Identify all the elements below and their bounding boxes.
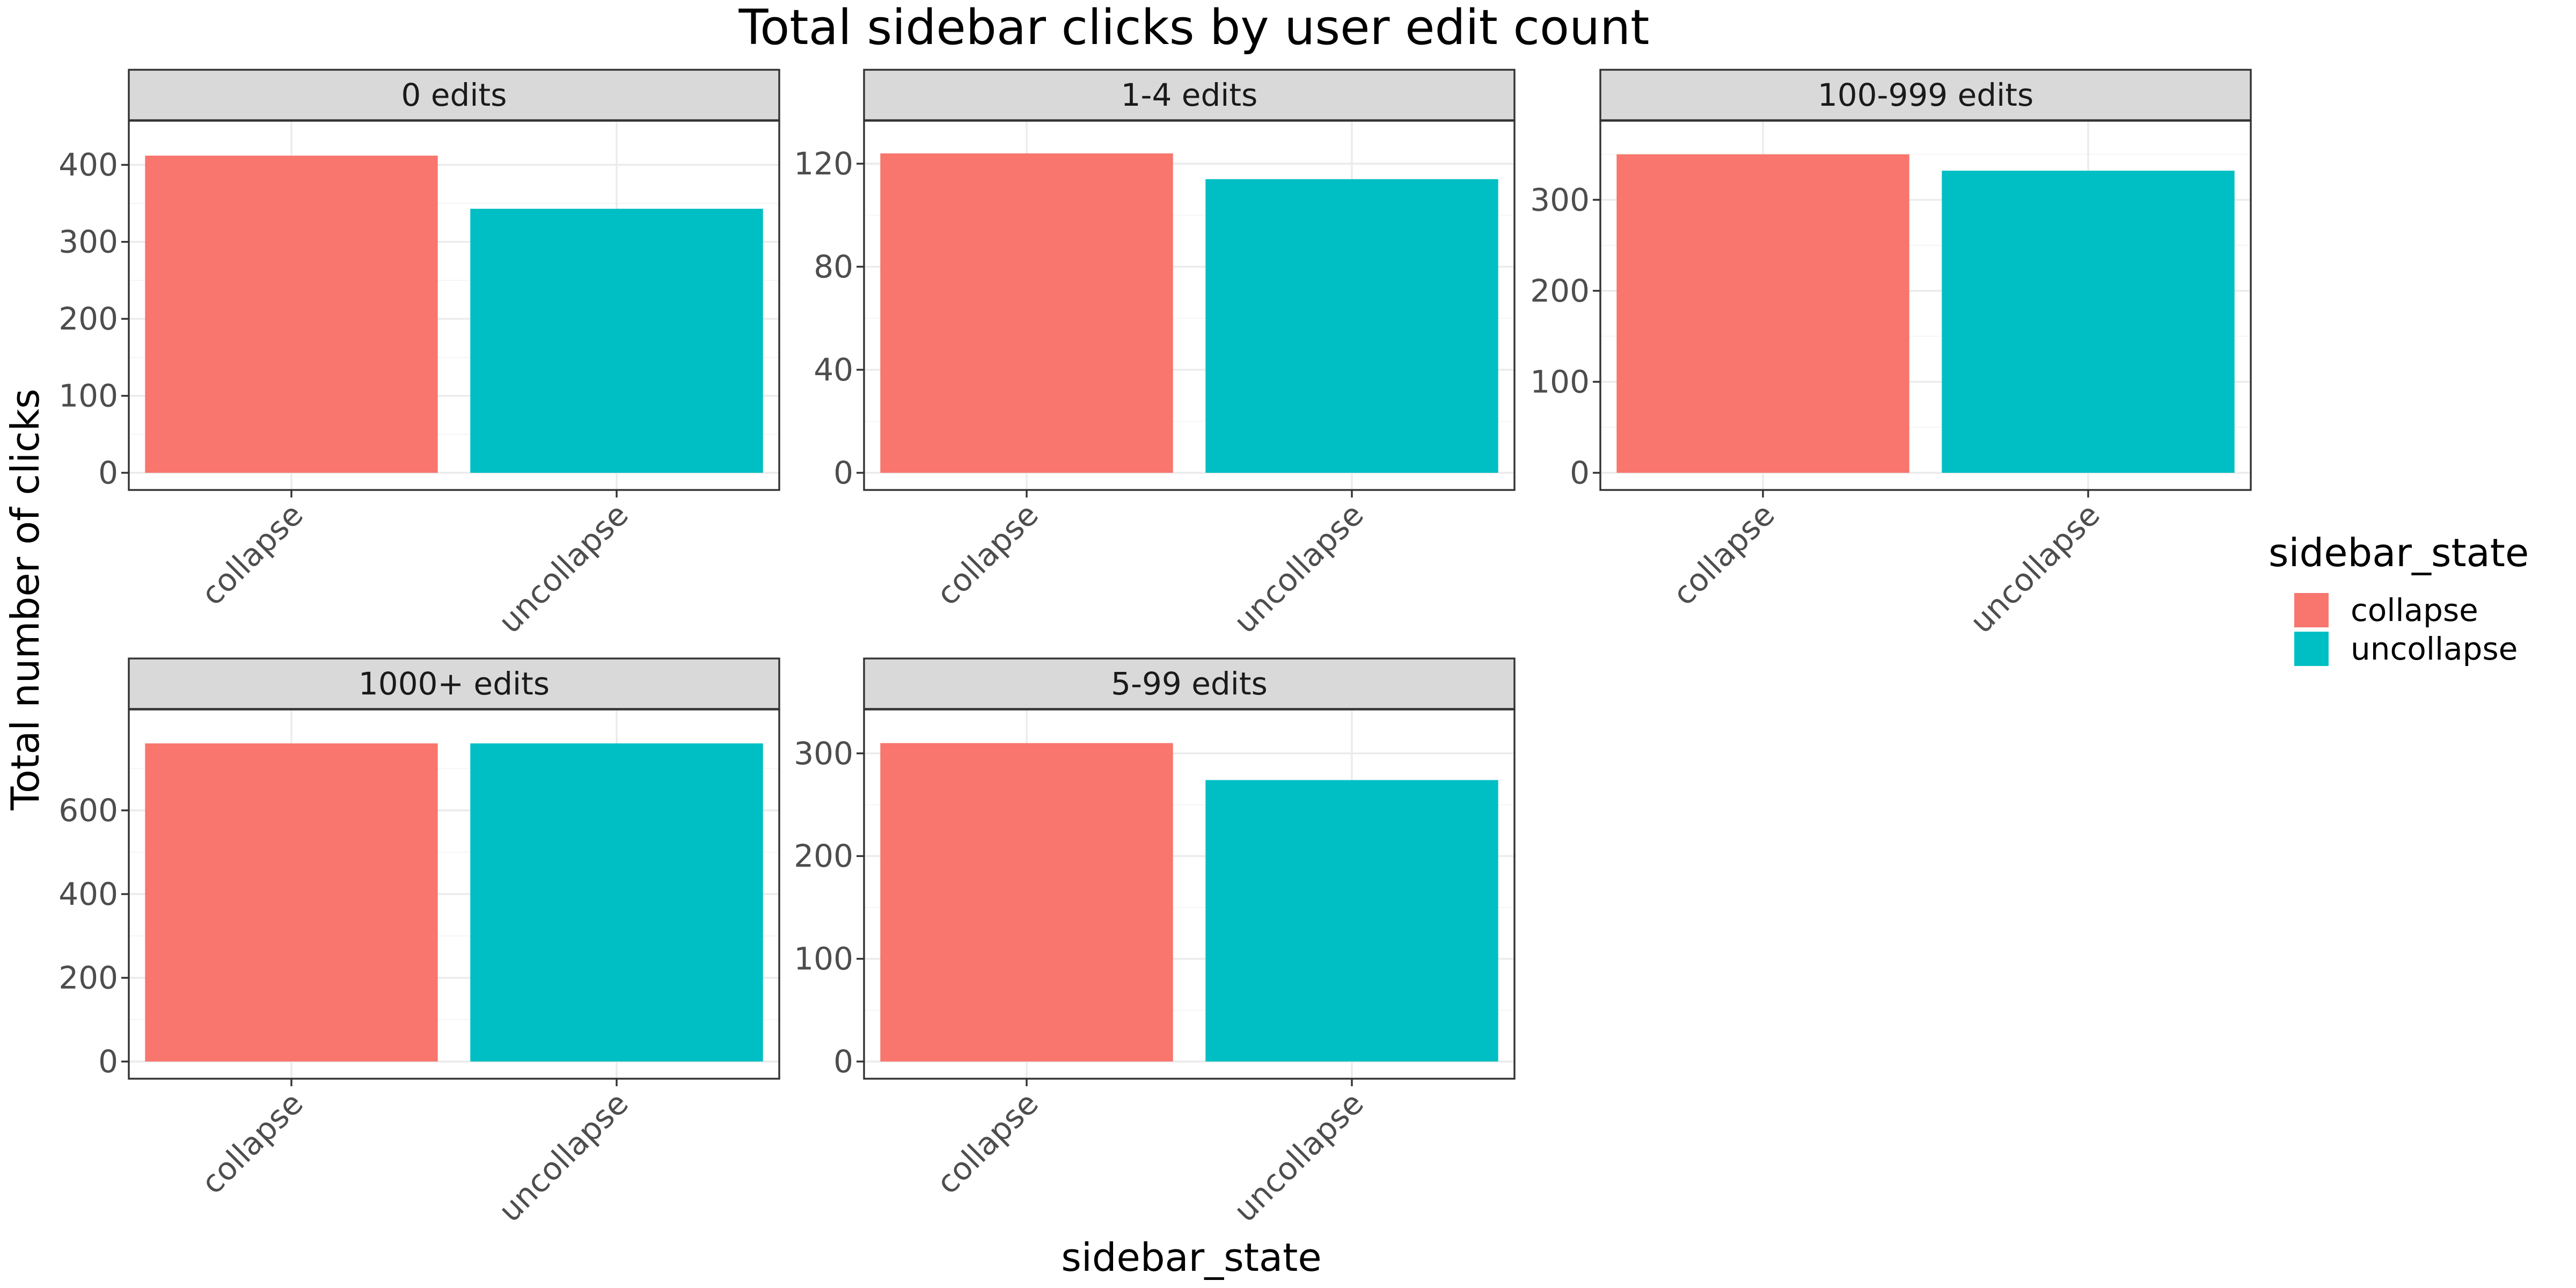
facet-strip: [128, 69, 780, 121]
bar-uncollapse: [1942, 171, 2235, 473]
y-tick-label: 80: [814, 248, 853, 285]
bar-uncollapse: [470, 208, 763, 473]
y-tick-label: 400: [58, 876, 118, 912]
facet-strip: [1599, 69, 2252, 121]
facet-strip-label: 100-999 edits: [1818, 77, 2033, 113]
facet-strip: [863, 69, 1516, 121]
y-tick-label: 0: [98, 1043, 118, 1080]
legend-key-uncollapse: [2294, 632, 2329, 666]
y-tick-label: 200: [794, 838, 853, 874]
y-tick-label: 600: [58, 792, 118, 829]
y-tick-label: 200: [1530, 273, 1590, 309]
y-tick-label: 0: [833, 455, 853, 491]
legend-title: sidebar_state: [2268, 530, 2529, 575]
bar-uncollapse: [1205, 780, 1498, 1062]
y-tick-label: 300: [58, 224, 118, 260]
x-tick-label: collapse: [194, 496, 310, 612]
y-tick-label: 0: [833, 1043, 853, 1080]
bar-collapse: [880, 153, 1173, 473]
y-tick-label: 300: [794, 735, 853, 772]
facet-panel: 1000+ edits 0 200 400 600 collapse uncollapse: [58, 657, 780, 1229]
x-tick-label: collapse: [930, 1085, 1045, 1201]
bar-uncollapse: [1205, 179, 1498, 473]
legend-key-collapse: [2294, 593, 2329, 627]
bar-collapse: [145, 155, 438, 473]
facet-panel: 1-4 edits 0 40 80 120 collapse uncollapse: [794, 69, 1516, 640]
y-tick-label: 200: [58, 960, 118, 996]
chart-title: Total sidebar clicks by user edit count: [738, 0, 1650, 56]
x-tick-label: collapse: [930, 496, 1045, 612]
x-tick-label: collapse: [1666, 496, 1782, 612]
bar-collapse: [1616, 154, 1909, 473]
y-tick-label: 100: [794, 941, 853, 977]
facet-panel: 0 edits 0 100 200 300 400 collapse uncollapse: [58, 69, 780, 640]
y-tick-label: 100: [58, 378, 118, 414]
x-axis-title: sidebar_state: [1061, 1235, 1321, 1280]
facet-strip-label: 0 edits: [401, 77, 507, 113]
y-tick-label: 0: [1570, 455, 1590, 491]
y-tick-label: 0: [98, 455, 118, 491]
legend-label: uncollapse: [2351, 631, 2518, 667]
y-tick-label: 400: [58, 147, 118, 183]
y-axis-title: Total number of clicks: [3, 389, 48, 811]
bar-uncollapse: [470, 743, 763, 1062]
x-tick-label: uncollapse: [1227, 496, 1371, 640]
facet-strip: [863, 657, 1516, 710]
facet-strip: [128, 657, 780, 710]
x-tick-label: uncollapse: [492, 496, 635, 640]
facet-strip-label: 5-99 edits: [1111, 665, 1268, 702]
x-tick-label: uncollapse: [1963, 496, 2107, 640]
bar-collapse: [145, 743, 438, 1062]
y-tick-label: 100: [1530, 363, 1590, 400]
facet-panel: 5-99 edits 0 100 200 300 collapse uncollapse: [794, 657, 1516, 1229]
y-tick-label: 200: [58, 301, 118, 337]
facet-strip-label: 1-4 edits: [1121, 77, 1258, 113]
x-tick-label: collapse: [194, 1085, 310, 1201]
y-tick-label: 300: [1530, 181, 1590, 218]
x-tick-label: uncollapse: [492, 1085, 635, 1229]
y-tick-label: 120: [794, 145, 853, 182]
facet-panel: 100-999 edits 0 100 200 300 collapse uncollaps…: [1530, 69, 2252, 640]
legend-label: collapse: [2351, 592, 2478, 628]
facet-strip-label: 1000+ edits: [358, 665, 550, 702]
x-tick-label: uncollapse: [1227, 1085, 1371, 1229]
bar-collapse: [880, 743, 1173, 1062]
y-tick-label: 40: [814, 352, 853, 388]
